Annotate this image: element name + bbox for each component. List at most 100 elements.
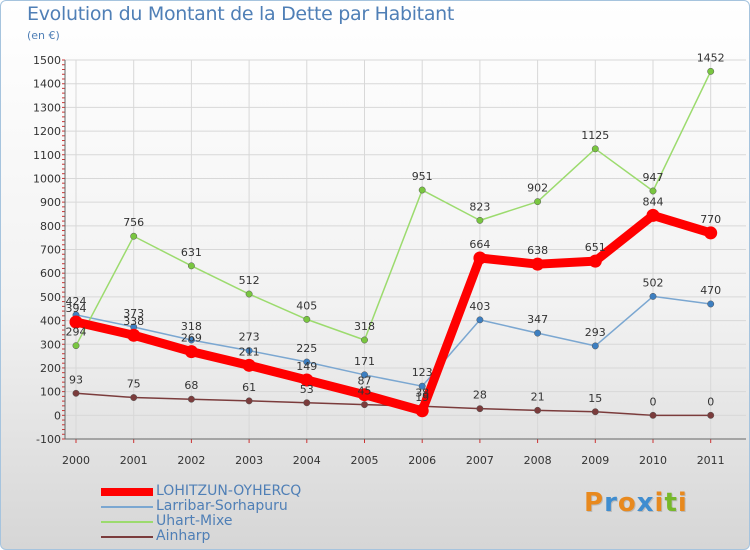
- chart-title: Evolution du Montant de la Dette par Hab…: [27, 3, 455, 25]
- data-point: [591, 145, 599, 153]
- data-label: 664: [469, 238, 490, 251]
- data-label: 211: [239, 345, 260, 358]
- y-tick-label: 200: [40, 362, 61, 375]
- data-label: 651: [585, 241, 606, 254]
- legend-label: Larribar-Sorhapuru: [156, 498, 288, 514]
- data-label: 149: [296, 360, 317, 373]
- legend-swatch: [101, 488, 153, 496]
- data-label: 338: [123, 315, 144, 328]
- data-point: [476, 316, 484, 324]
- data-point: [245, 397, 253, 405]
- data-point: [303, 315, 311, 323]
- data-label: 844: [643, 195, 664, 208]
- data-label: 19: [415, 391, 429, 404]
- data-label: 269: [181, 332, 202, 345]
- data-label: 0: [650, 395, 657, 408]
- data-point: [704, 226, 718, 240]
- x-tick-label: 2005: [351, 454, 379, 467]
- y-tick-label: 1400: [33, 78, 61, 91]
- data-label: 347: [527, 313, 548, 326]
- x-tick-label: 2009: [581, 454, 609, 467]
- data-point: [187, 395, 195, 403]
- data-point: [415, 404, 429, 418]
- y-tick-label: 1200: [33, 125, 61, 138]
- data-point: [184, 345, 198, 359]
- data-label: 951: [412, 170, 433, 183]
- data-label: 15: [588, 392, 602, 405]
- data-label: 405: [296, 299, 317, 312]
- data-point: [361, 401, 368, 409]
- data-point: [534, 198, 542, 206]
- data-point: [649, 292, 657, 300]
- chart-unit-label: (en €): [27, 29, 60, 42]
- data-point: [476, 405, 484, 413]
- x-tick-label: 2008: [524, 454, 552, 467]
- data-point: [303, 358, 311, 366]
- logo-letter: i: [677, 488, 688, 518]
- data-point: [588, 254, 602, 268]
- legend-label: LOHITZUN-OYHERCQ: [156, 483, 302, 499]
- x-tick-label: 2003: [235, 454, 263, 467]
- data-point: [187, 336, 195, 344]
- y-tick-label: 1300: [33, 101, 61, 114]
- x-tick-label: 2002: [177, 454, 205, 467]
- logo-letter: o: [617, 488, 637, 518]
- data-label: 38: [415, 386, 429, 399]
- data-point: [534, 406, 542, 414]
- y-tick-label: -100: [36, 433, 61, 446]
- y-tick-label: 900: [40, 196, 61, 209]
- data-label: 1452: [697, 51, 725, 64]
- series-layer: [69, 67, 718, 419]
- data-label: 1125: [581, 129, 609, 142]
- data-label: 45: [358, 385, 372, 398]
- data-label: 470: [700, 284, 721, 297]
- logo-letter: x: [636, 488, 655, 518]
- legend-swatch: [101, 521, 153, 523]
- data-label: 61: [242, 381, 256, 394]
- logo-letter: r: [604, 488, 618, 518]
- data-label: 947: [643, 171, 664, 184]
- x-tick-label: 2010: [639, 454, 667, 467]
- data-point: [649, 411, 657, 419]
- series-line-0: [71, 210, 716, 416]
- data-label: 770: [700, 213, 721, 226]
- x-tick-label: 2000: [62, 454, 90, 467]
- data-point: [531, 257, 545, 271]
- data-point: [476, 216, 484, 224]
- data-point: [591, 342, 599, 350]
- data-label: 502: [643, 276, 664, 289]
- data-label: 373: [123, 307, 144, 320]
- data-point: [245, 347, 253, 355]
- y-tick-label: 700: [40, 244, 61, 257]
- axis-layer: -100010020030040050060070080090010001100…: [33, 54, 746, 467]
- data-point: [649, 187, 657, 195]
- logo-letter: t: [664, 488, 678, 518]
- data-label: 403: [469, 300, 490, 313]
- data-label: 318: [181, 320, 202, 333]
- data-label: 68: [184, 379, 198, 392]
- data-point: [242, 358, 256, 372]
- data-label: 902: [527, 182, 548, 195]
- logo-letter: P: [584, 488, 605, 518]
- data-point: [418, 382, 426, 390]
- series-line-2: [75, 70, 712, 347]
- x-tick-label: 2004: [293, 454, 321, 467]
- y-tick-label: 300: [40, 338, 61, 351]
- x-tick-label: 2006: [408, 454, 436, 467]
- y-tick-label: 1500: [33, 54, 61, 67]
- data-labels-layer: 93 75 68 61 53 45 38 28 21 15 0 0 424 373 318 273 225 171…: [66, 51, 725, 408]
- data-label: 512: [239, 274, 260, 287]
- data-label: 318: [354, 320, 375, 333]
- proxiti-logo: Proxiti: [584, 488, 688, 518]
- legend-label: Uhart-Mixe: [156, 513, 233, 529]
- data-label: 53: [300, 383, 314, 396]
- y-tick-label: 800: [40, 220, 61, 233]
- series-line-1: [75, 295, 712, 387]
- legend-swatch: [101, 506, 153, 508]
- data-point: [707, 411, 715, 419]
- data-label: 21: [531, 390, 545, 403]
- data-point: [130, 232, 138, 240]
- data-point: [358, 388, 371, 402]
- data-point: [361, 371, 368, 379]
